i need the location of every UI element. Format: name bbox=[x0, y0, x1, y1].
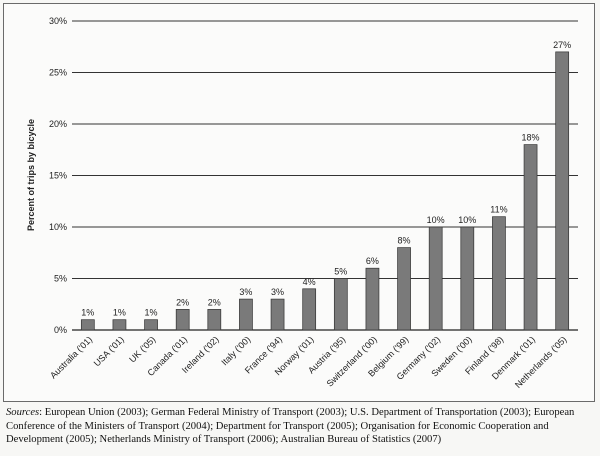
sources-label: Sources bbox=[6, 407, 40, 418]
bar bbox=[397, 247, 411, 331]
bar bbox=[270, 298, 285, 331]
data-label: 8% bbox=[398, 236, 411, 246]
data-label: 11% bbox=[490, 205, 507, 215]
sources-text: : European Union (2003); German Federal … bbox=[6, 407, 575, 445]
y-tick-label: 25% bbox=[49, 68, 67, 78]
bar bbox=[365, 267, 380, 331]
x-tick-label: Italy ('00) bbox=[219, 334, 252, 367]
y-tick-label: 5% bbox=[54, 274, 67, 284]
bar bbox=[428, 226, 443, 331]
sources-note: Sources: European Union (2003); German F… bbox=[6, 406, 594, 447]
bar bbox=[175, 309, 190, 331]
data-label: 2% bbox=[176, 297, 189, 307]
y-tick-labels: 0% 5% 10% 15% 20% 25% 30% bbox=[49, 16, 67, 335]
bar bbox=[239, 298, 253, 331]
bar bbox=[112, 319, 127, 331]
data-label: 10% bbox=[427, 215, 445, 225]
data-label: 1% bbox=[145, 308, 158, 318]
bar bbox=[492, 216, 506, 331]
bar bbox=[460, 226, 475, 331]
data-labels: 1% 1% 1% 2% 2% 3% 3% 4% 5% 6% 8% 10% 10% 11% 18% 27% bbox=[81, 40, 571, 318]
data-label: 2% bbox=[208, 297, 221, 307]
bar bbox=[302, 288, 317, 331]
x-tick-labels: Australia ('01)USA ('01) UK ('05)Canada (… bbox=[48, 334, 569, 390]
bar bbox=[207, 309, 222, 331]
x-tick-label: Australia ('01) bbox=[48, 334, 94, 380]
bar bbox=[333, 278, 348, 331]
chart-frame bbox=[3, 3, 595, 402]
x-tick-label: USA ('01) bbox=[92, 334, 126, 368]
data-label: 3% bbox=[239, 287, 252, 297]
y-axis-label: Percent of trips by bicycle bbox=[26, 119, 36, 231]
data-label: 5% bbox=[334, 267, 347, 277]
y-tick-label: 20% bbox=[49, 119, 67, 129]
data-label: 18% bbox=[522, 133, 540, 143]
data-label: 6% bbox=[366, 256, 379, 266]
y-tick-label: 15% bbox=[49, 171, 67, 181]
bar bbox=[80, 319, 95, 331]
data-label: 10% bbox=[458, 215, 476, 225]
data-label: 3% bbox=[271, 287, 284, 297]
bar bbox=[555, 51, 570, 331]
data-label: 27% bbox=[553, 40, 571, 50]
bar bbox=[144, 319, 158, 331]
data-label: 1% bbox=[113, 308, 126, 318]
y-tick-label: 10% bbox=[49, 222, 67, 232]
bar bbox=[523, 144, 538, 331]
x-tick-label: UK ('05) bbox=[127, 334, 157, 364]
bar-chart: Percent of trips by bicycle 0% 5% 10% 15% 20… bbox=[26, 16, 578, 390]
y-tick-label: 30% bbox=[49, 16, 67, 26]
data-label: 1% bbox=[81, 308, 94, 318]
y-tick-label: 0% bbox=[54, 325, 67, 335]
bars bbox=[80, 51, 570, 331]
data-label: 4% bbox=[303, 277, 316, 287]
